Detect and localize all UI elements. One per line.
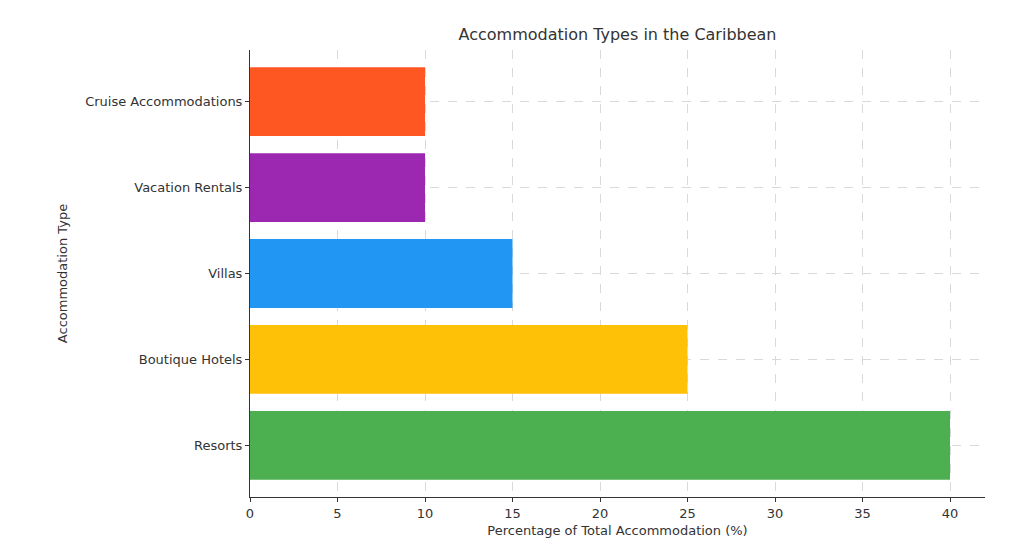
svg-text:5: 5 <box>333 506 341 521</box>
svg-text:Resorts: Resorts <box>194 438 243 453</box>
svg-text:Accommodation Types in the Car: Accommodation Types in the Caribbean <box>459 25 777 44</box>
svg-text:30: 30 <box>767 506 784 521</box>
svg-text:15: 15 <box>504 506 521 521</box>
svg-text:25: 25 <box>679 506 696 521</box>
svg-text:Vacation Rentals: Vacation Rentals <box>134 180 242 195</box>
svg-text:0: 0 <box>246 506 254 521</box>
svg-text:20: 20 <box>592 506 609 521</box>
svg-text:Percentage of Total Accommodat: Percentage of Total Accommodation (%) <box>487 523 747 538</box>
svg-text:Cruise Accommodations: Cruise Accommodations <box>85 94 242 109</box>
svg-text:Villas: Villas <box>208 266 242 281</box>
svg-text:40: 40 <box>942 506 959 521</box>
svg-text:Boutique Hotels: Boutique Hotels <box>139 352 243 367</box>
svg-text:10: 10 <box>417 506 434 521</box>
svg-text:Accommodation Type: Accommodation Type <box>55 204 70 343</box>
svg-text:35: 35 <box>854 506 871 521</box>
